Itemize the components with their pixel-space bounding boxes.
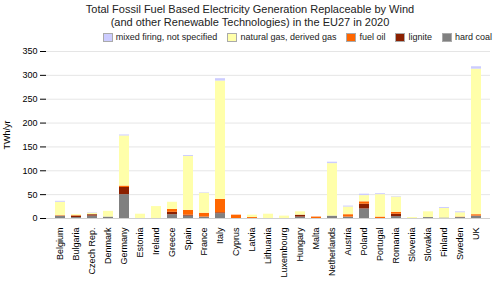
svg-text:50: 50 [27, 190, 37, 200]
svg-text:Austria: Austria [343, 228, 353, 256]
svg-text:Spain: Spain [183, 228, 193, 251]
svg-text:Latvia: Latvia [247, 228, 257, 252]
svg-text:Lithuania: Lithuania [263, 228, 273, 265]
svg-text:Greece: Greece [167, 228, 177, 258]
svg-text:200: 200 [22, 118, 37, 128]
html-text:fuel oil: fuel oil [359, 32, 386, 42]
svg-text:Bulgaria: Bulgaria [71, 228, 81, 261]
svg-text:UK: UK [471, 228, 481, 241]
svg-text:France: France [199, 228, 209, 256]
svg-text:Estonia: Estonia [135, 228, 145, 258]
svg-text:Denmark: Denmark [103, 227, 113, 264]
html-text:hard coal: hard coal [455, 32, 492, 42]
svg-text:Belgium: Belgium [55, 228, 65, 261]
svg-text:Portugal: Portugal [375, 228, 385, 262]
svg-text:Netherlands: Netherlands [327, 227, 337, 276]
svg-text:Ireland: Ireland [151, 228, 161, 256]
svg-text:Romania: Romania [391, 228, 401, 264]
svg-text:Czech Rep.: Czech Rep. [87, 228, 97, 275]
svg-text:Germany: Germany [119, 227, 129, 265]
svg-text:Slovakia: Slovakia [423, 228, 433, 262]
svg-text:Italy: Italy [215, 227, 225, 244]
svg-text:Cyprus: Cyprus [231, 227, 241, 256]
svg-text:Malta: Malta [311, 228, 321, 250]
svg-text:Finland: Finland [439, 228, 449, 258]
html-text:mixed firing, not specified: mixed firing, not specified [115, 32, 218, 42]
svg-text:250: 250 [22, 94, 37, 104]
svg-text:TWh/yr: TWh/yr [2, 121, 12, 150]
html-text:natural gas, derived gas: natural gas, derived gas [240, 32, 337, 42]
svg-text:350: 350 [22, 46, 37, 56]
svg-text:Poland: Poland [359, 228, 369, 256]
svg-text:150: 150 [22, 142, 37, 152]
svg-text:Sweden: Sweden [455, 228, 465, 261]
html-text:lignite: lignite [408, 32, 432, 42]
svg-text:Hungary: Hungary [295, 227, 305, 262]
svg-text:300: 300 [22, 70, 37, 80]
html-text:Total Fossil Fuel Based Electr: Total Fossil Fuel Based Electricity Gene… [85, 3, 415, 28]
svg-text:Luxembourg: Luxembourg [279, 228, 289, 278]
svg-text:0: 0 [32, 213, 37, 223]
svg-text:100: 100 [22, 166, 37, 176]
svg-text:Slovenia: Slovenia [407, 228, 417, 263]
